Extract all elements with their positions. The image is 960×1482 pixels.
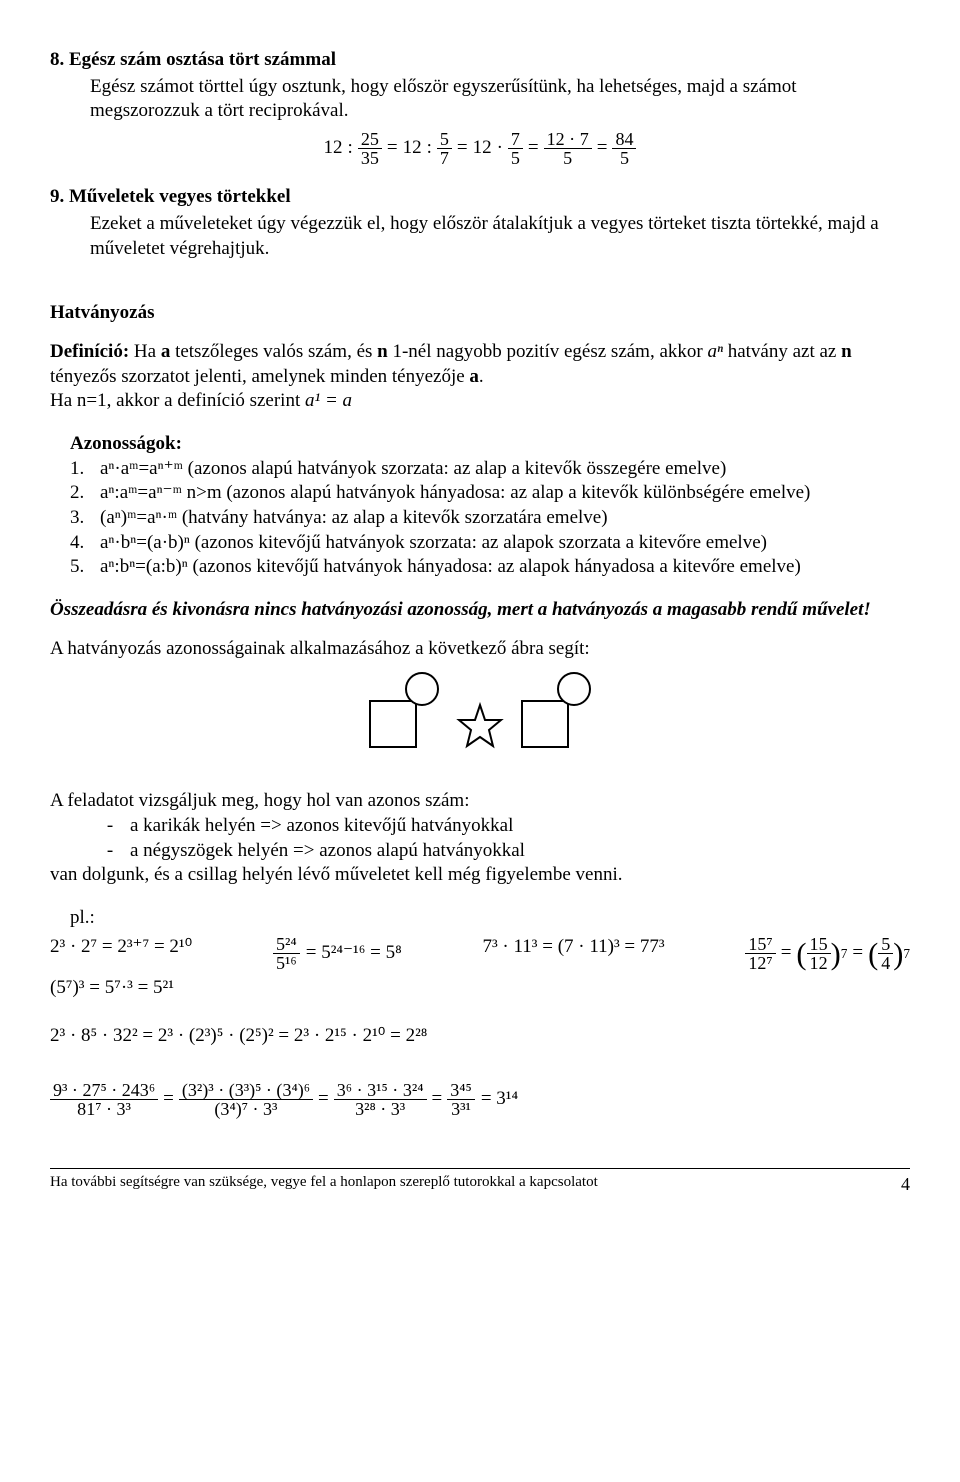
- circle-left-icon: [406, 673, 438, 705]
- sec9-body: Ezeket a műveleteket úgy végezzük el, ho…: [90, 212, 910, 261]
- hatv-def: Definíció: Ha a tetszőleges valós szám, …: [50, 340, 910, 389]
- azon-item: 1.aⁿ·aᵐ=aⁿ⁺ᵐ (azonos alapú hatványok szo…: [70, 457, 910, 482]
- section-9: 9. Műveletek vegyes törtekkel Ezeket a m…: [50, 185, 910, 261]
- ex3: 2³ · 8⁵ · 32² = 2³ · (2³)⁵ · (2⁵)² = 2³ …: [50, 1024, 910, 1049]
- check-tail: van dolgunk, és a csillag helyén lévő mű…: [50, 863, 910, 888]
- ex2: (5⁷)³ = 5⁷·³ = 5²¹: [50, 976, 910, 1001]
- hatvanyozas: Hatványozás Definíció: Ha a tetszőleges …: [50, 301, 910, 414]
- ex1b: 5²⁴5¹⁶ = 5²⁴⁻¹⁶ = 5⁸: [273, 935, 402, 972]
- sec8-body: Egész számot törttel úgy osztunk, hogy e…: [90, 75, 910, 124]
- circle-right-icon: [558, 673, 590, 705]
- ex4: 9³ · 27⁵ · 243⁶81⁷ · 3³ = (3²)³ · (3³)⁵ …: [50, 1081, 518, 1118]
- azon-title: Azonosságok:: [70, 432, 910, 457]
- help-text: A hatványozás azonosságainak alkalmazásá…: [50, 637, 910, 662]
- ex1a: 2³ · 2⁷ = 2³⁺⁷ = 2¹⁰: [50, 935, 192, 972]
- star-icon: [459, 705, 501, 746]
- diagram-svg: [350, 671, 610, 761]
- footer-rule: [50, 1168, 910, 1169]
- hatv-def-line2: Ha n=1, akkor a definíció szerint a¹ = a: [50, 389, 910, 414]
- warning: Összeadásra és kivonásra nincs hatványoz…: [50, 598, 910, 623]
- azon-item: 2.aⁿ:aᵐ=aⁿ⁻ᵐ n>m (azonos alapú hatványok…: [70, 481, 910, 506]
- section-8: 8. Egész szám osztása tört számmal Egész…: [50, 48, 910, 167]
- sec9-heading: 9. Műveletek vegyes törtekkel: [50, 185, 910, 210]
- footer: Ha további segítségre van szüksége, vegy…: [50, 1173, 910, 1193]
- check-dash-1: -a karikák helyén => azonos kitevőjű hat…: [90, 814, 910, 839]
- check-dash-2: -a négyszögek helyén => azonos alapú hat…: [90, 839, 910, 864]
- page-number: 4: [901, 1173, 910, 1196]
- footer-text: Ha további segítségre van szüksége, vegy…: [50, 1174, 598, 1190]
- example-row-1: 2³ · 2⁷ = 2³⁺⁷ = 2¹⁰ 5²⁴5¹⁶ = 5²⁴⁻¹⁶ = 5…: [50, 935, 910, 972]
- azon-item: 5.aⁿ:bⁿ=(a:b)ⁿ (azonos kitevőjű hatványo…: [70, 555, 910, 580]
- sec8-heading: 8. Egész szám osztása tört számmal: [50, 48, 910, 73]
- azonossagok: Azonosságok: 1.aⁿ·aᵐ=aⁿ⁺ᵐ (azonos alapú …: [70, 432, 910, 580]
- square-right-icon: [522, 701, 568, 747]
- ex1d: 15⁷12⁷ = ( 1512 )7 = ( 54 )7: [745, 935, 910, 972]
- hatv-title: Hatványozás: [50, 301, 910, 326]
- azon-item: 4.aⁿ·bⁿ=(a·b)ⁿ (azonos kitevőjű hatványo…: [70, 531, 910, 556]
- azon-item: 3.(aⁿ)ᵐ=aⁿ·ᵐ (hatvány hatványa: az alap …: [70, 506, 910, 531]
- ex1c: 7³ · 11³ = (7 · 11)³ = 77³: [482, 935, 664, 972]
- check-section: A feladatot vizsgáljuk meg, hogy hol van…: [50, 789, 910, 888]
- shape-diagram: [50, 671, 910, 769]
- sec8-equation: 12: 2535 = 12: 57 = 12· 75 = 12 · 75 = 8…: [50, 130, 910, 167]
- example-label: pl.:: [70, 906, 910, 931]
- square-left-icon: [370, 701, 416, 747]
- check-lead: A feladatot vizsgáljuk meg, hogy hol van…: [50, 789, 910, 814]
